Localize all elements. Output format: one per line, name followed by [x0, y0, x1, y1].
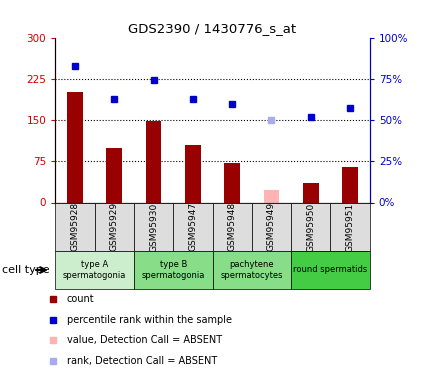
- Text: GSM95948: GSM95948: [228, 202, 237, 251]
- Text: rank, Detection Call = ABSENT: rank, Detection Call = ABSENT: [67, 356, 217, 366]
- Text: value, Detection Call = ABSENT: value, Detection Call = ABSENT: [67, 335, 222, 345]
- Text: cell type: cell type: [2, 265, 50, 275]
- Text: GSM95947: GSM95947: [188, 202, 197, 251]
- Bar: [291, 202, 331, 251]
- Bar: [67, 93, 83, 202]
- Bar: [173, 202, 212, 251]
- Text: pachytene
spermatocytes: pachytene spermatocytes: [221, 260, 283, 280]
- Bar: [146, 121, 162, 202]
- Bar: [212, 202, 252, 251]
- Text: GSM95929: GSM95929: [110, 202, 119, 251]
- Text: GSM95951: GSM95951: [346, 202, 354, 252]
- Bar: [55, 202, 94, 251]
- Text: GSM95928: GSM95928: [71, 202, 79, 251]
- Text: type A
spermatogonia: type A spermatogonia: [63, 260, 126, 280]
- Bar: [331, 202, 370, 251]
- Bar: [303, 183, 319, 203]
- Bar: [252, 202, 291, 251]
- Text: type B
spermatogonia: type B spermatogonia: [142, 260, 205, 280]
- Bar: [185, 145, 201, 202]
- Bar: [134, 251, 212, 289]
- Bar: [55, 251, 134, 289]
- Text: GSM95949: GSM95949: [267, 202, 276, 251]
- Text: GSM95930: GSM95930: [149, 202, 158, 252]
- Text: count: count: [67, 294, 94, 304]
- Bar: [94, 202, 134, 251]
- Bar: [291, 251, 370, 289]
- Bar: [106, 147, 122, 202]
- Title: GDS2390 / 1430776_s_at: GDS2390 / 1430776_s_at: [128, 22, 297, 35]
- Text: GSM95950: GSM95950: [306, 202, 315, 252]
- Text: round spermatids: round spermatids: [293, 266, 368, 274]
- Bar: [134, 202, 173, 251]
- Bar: [212, 251, 291, 289]
- Text: percentile rank within the sample: percentile rank within the sample: [67, 315, 232, 325]
- Bar: [264, 190, 279, 202]
- Bar: [342, 167, 358, 202]
- Bar: [224, 163, 240, 202]
